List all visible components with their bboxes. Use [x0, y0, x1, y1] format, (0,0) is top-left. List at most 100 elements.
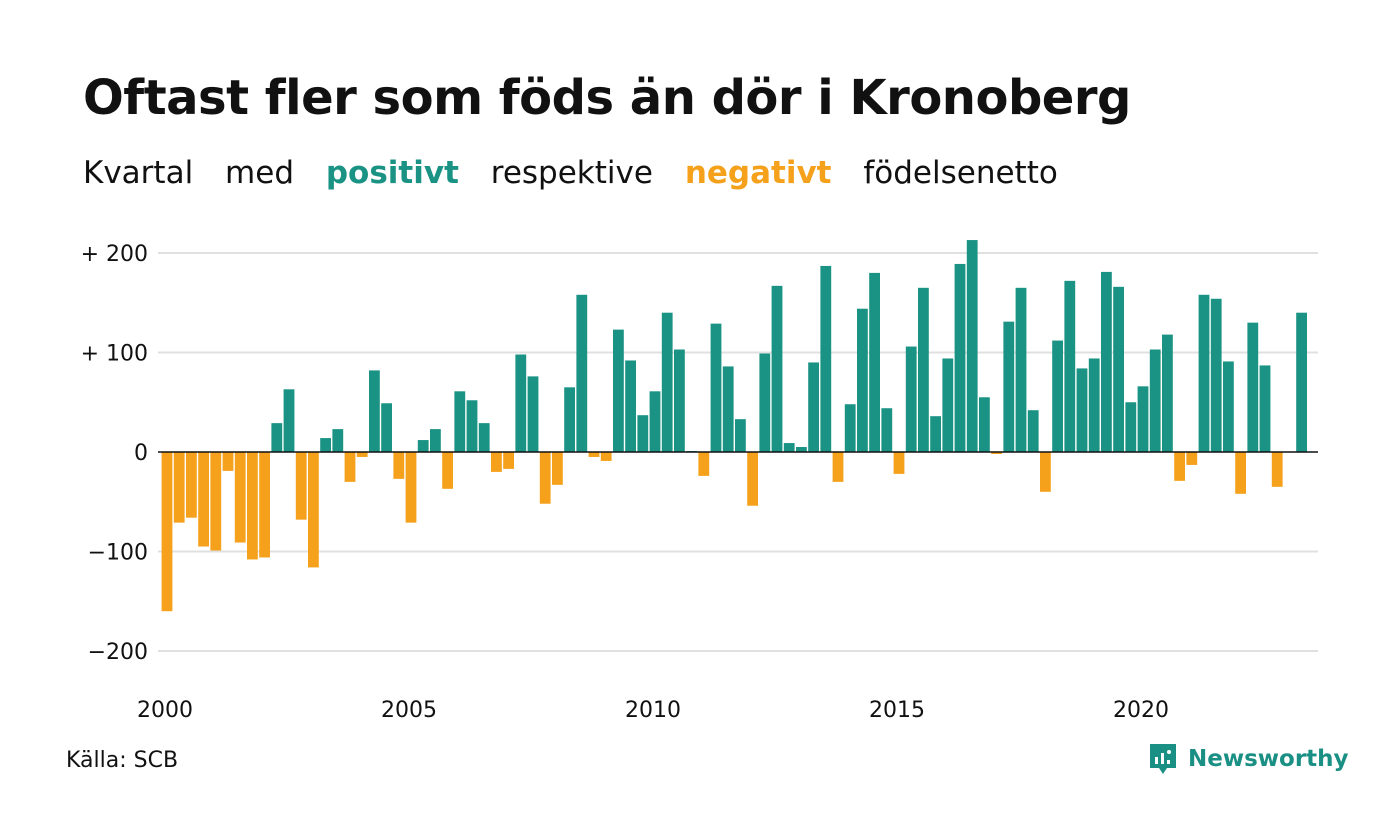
- bar: [1235, 452, 1246, 494]
- bar: [381, 403, 392, 453]
- x-tick-label: 2005: [381, 698, 437, 723]
- bar: [283, 389, 295, 452]
- bar: [1162, 334, 1173, 452]
- bar: [1015, 287, 1027, 452]
- brand-logo: Newsworthy: [1148, 742, 1349, 776]
- bar: [442, 452, 453, 489]
- bar: [930, 416, 941, 452]
- bar: [234, 452, 246, 543]
- x-tick-label: 2020: [1113, 698, 1169, 723]
- bar: [576, 294, 588, 452]
- subtitle-word: med: [225, 155, 294, 191]
- x-tick-label: 2010: [625, 698, 681, 723]
- y-tick-label: −100: [88, 541, 148, 566]
- bar: [478, 423, 490, 452]
- subtitle-negative-word: negativt: [684, 155, 832, 191]
- bar: [979, 397, 990, 452]
- bar: [954, 263, 966, 452]
- bar: [783, 443, 795, 453]
- bar: [1259, 365, 1271, 452]
- bar: [918, 287, 929, 452]
- bar: [893, 452, 905, 474]
- bar: [1052, 340, 1063, 452]
- subtitle-positive-word: positivt: [325, 155, 459, 191]
- bar: [600, 452, 612, 461]
- bar: [161, 452, 173, 612]
- bar: [966, 240, 978, 452]
- bar: [698, 452, 710, 476]
- bar: [844, 404, 856, 452]
- grid-layer: [158, 252, 1318, 652]
- bar: [1247, 322, 1259, 452]
- bar: [564, 387, 575, 452]
- subtitle-word: födelsenetto: [863, 155, 1058, 191]
- bar: [881, 408, 893, 452]
- bar: [356, 452, 368, 457]
- bar: [625, 360, 636, 452]
- bar: [527, 376, 539, 452]
- y-tick-label: −200: [88, 640, 148, 665]
- bar: [710, 323, 722, 452]
- bar: [1113, 286, 1124, 452]
- bar: [1149, 349, 1161, 452]
- subtitle-word: respektive: [490, 155, 653, 191]
- bar: [1271, 452, 1283, 487]
- bar: [832, 452, 844, 482]
- subtitle-word: Kvartal: [83, 155, 194, 191]
- x-tick-label: 2015: [869, 698, 925, 723]
- bar: [186, 452, 197, 518]
- brand-name: Newsworthy: [1188, 746, 1349, 772]
- bar: [198, 452, 209, 547]
- bar: [857, 308, 868, 452]
- bar: [1101, 271, 1112, 452]
- chart-title: Oftast fler som föds än dör i Kronoberg: [83, 70, 1131, 126]
- bar: [271, 423, 283, 452]
- bar: [735, 419, 746, 453]
- bar: [674, 349, 685, 452]
- bar: [405, 452, 417, 523]
- bar: [1088, 358, 1100, 452]
- bar: [759, 353, 771, 452]
- bar: [747, 452, 758, 506]
- bar: [320, 438, 331, 452]
- bar: [1137, 386, 1149, 452]
- y-tick-label: + 200: [81, 242, 148, 267]
- bar: [173, 452, 185, 523]
- bar: [1174, 452, 1185, 481]
- bar: [454, 391, 466, 453]
- bar: [393, 452, 405, 479]
- bar: [796, 447, 807, 452]
- bar: [1296, 312, 1307, 452]
- bar: [295, 452, 307, 520]
- bar: [430, 429, 441, 453]
- bar: [588, 452, 600, 457]
- bar: [259, 452, 270, 558]
- bar: [905, 346, 917, 452]
- bar: [1210, 298, 1222, 452]
- bar: [649, 391, 661, 453]
- bar: [210, 452, 222, 551]
- bar: [308, 452, 319, 568]
- newsworthy-logo-icon: [1150, 744, 1176, 774]
- bar: [539, 452, 551, 504]
- bar: [1040, 452, 1051, 492]
- bar: [1064, 280, 1076, 452]
- bar: [466, 400, 478, 452]
- y-tick-label: + 100: [81, 342, 148, 367]
- bar: [613, 329, 624, 453]
- bar: [247, 452, 258, 560]
- bar: [332, 429, 344, 453]
- bar: [661, 312, 673, 452]
- bar: [1076, 368, 1088, 452]
- bar: [417, 440, 429, 452]
- bar: [820, 265, 832, 452]
- bar: [722, 366, 734, 452]
- bar: [808, 362, 819, 452]
- bar: [491, 452, 502, 472]
- bar: [1003, 321, 1015, 452]
- source-note: Källa: SCB: [66, 748, 179, 773]
- bar: [1223, 361, 1234, 452]
- bar: [771, 285, 783, 452]
- bar: [1198, 294, 1210, 452]
- bar: [1125, 402, 1137, 452]
